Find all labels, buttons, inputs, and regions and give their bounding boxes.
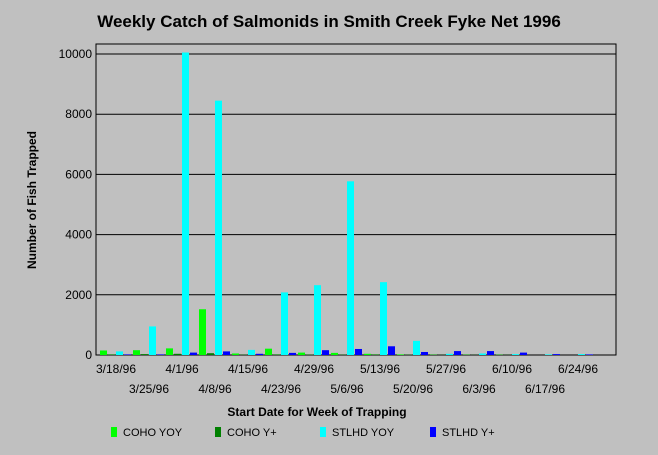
x-tick-label: 4/23/96 — [261, 382, 301, 396]
x-tick-label: 6/24/96 — [558, 362, 598, 376]
bar — [545, 354, 552, 355]
x-tick-label: 4/29/96 — [294, 362, 334, 376]
x-tick-label: 5/6/96 — [330, 382, 364, 396]
legend-swatch — [111, 427, 117, 437]
bar — [314, 285, 321, 355]
bar — [487, 351, 494, 355]
legend-label: COHO Y+ — [227, 427, 277, 439]
x-tick-label: 4/1/96 — [165, 362, 199, 376]
x-tick-label: 3/18/96 — [96, 362, 136, 376]
bar — [124, 354, 131, 355]
bar — [281, 292, 288, 355]
y-tick-label: 8000 — [65, 107, 92, 121]
legend-swatch — [430, 427, 436, 437]
x-tick-labels: 3/18/96 3/25/96 4/1/96 4/8/96 4/15/96 4/23/96… — [96, 362, 598, 396]
y-tick-label: 4000 — [65, 228, 92, 242]
bar — [256, 353, 263, 355]
bars — [100, 52, 593, 356]
legend-label: STLHD Y+ — [442, 427, 495, 439]
bar — [215, 100, 222, 355]
bar — [347, 181, 354, 355]
y-tick-labels: 0 2000 4000 6000 8000 10000 — [59, 47, 93, 362]
y-tick-label: 2000 — [65, 288, 92, 302]
x-tick-label: 4/8/96 — [198, 382, 232, 396]
chart-title: Weekly Catch of Salmonids in Smith Creek… — [97, 12, 561, 31]
y-axis-label: Number of Fish Trapped — [25, 131, 39, 269]
bar — [298, 352, 305, 355]
bar — [273, 354, 280, 355]
x-tick-label: 6/17/96 — [525, 382, 565, 396]
bar — [289, 352, 296, 355]
x-tick-label: 3/25/96 — [129, 382, 169, 396]
bar — [248, 349, 255, 355]
bar — [182, 52, 189, 356]
x-tick-label: 5/13/96 — [360, 362, 400, 376]
bar — [174, 353, 181, 355]
bar — [133, 350, 140, 355]
bar — [265, 348, 272, 355]
bar — [166, 348, 173, 355]
bar — [199, 309, 206, 355]
bar — [232, 353, 239, 355]
y-tick-label: 10000 — [59, 47, 93, 61]
legend-swatch — [320, 427, 326, 437]
bar — [520, 352, 527, 355]
legend-label: COHO YOY — [123, 427, 183, 439]
x-tick-label: 6/10/96 — [492, 362, 532, 376]
legend: COHO YOY COHO Y+ STLHD YOY STLHD Y+ — [111, 427, 495, 439]
bar — [100, 350, 107, 355]
x-tick-label: 4/15/96 — [228, 362, 268, 376]
x-tick-label: 5/27/96 — [426, 362, 466, 376]
bar — [372, 354, 379, 355]
bar — [397, 354, 404, 355]
bar — [388, 346, 395, 355]
plot-area — [95, 43, 617, 356]
bar — [207, 353, 214, 355]
bar — [364, 353, 371, 355]
bar — [446, 353, 453, 355]
bar — [331, 352, 338, 355]
bar — [190, 352, 197, 355]
bar — [223, 351, 230, 355]
bar — [413, 340, 420, 355]
bar — [553, 354, 560, 355]
x-tick-label: 5/20/96 — [393, 382, 433, 396]
legend-label: STLHD YOY — [332, 427, 395, 439]
bar — [157, 354, 164, 355]
bar — [108, 354, 115, 355]
legend-swatch — [215, 427, 221, 437]
bar — [141, 354, 148, 355]
bar — [578, 354, 585, 355]
x-axis-label: Start Date for Week of Trapping — [227, 405, 406, 419]
bar — [116, 351, 123, 355]
bar — [355, 348, 362, 355]
x-tick-label: 6/3/96 — [462, 382, 496, 396]
bar — [512, 354, 519, 355]
bar — [380, 282, 387, 355]
bar — [421, 351, 428, 355]
bar — [586, 354, 593, 355]
bar — [479, 353, 486, 355]
bar — [149, 326, 156, 355]
bar — [454, 351, 461, 355]
y-tick-label: 0 — [85, 348, 92, 362]
y-tick-label: 6000 — [65, 167, 92, 181]
bar — [322, 350, 329, 355]
